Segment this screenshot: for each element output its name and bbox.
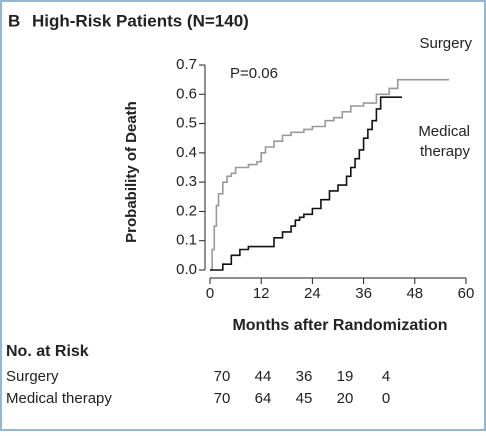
risk-row-label: Medical therapy	[6, 390, 112, 407]
x-axis-title: Months after Randomization	[232, 317, 447, 334]
risk-value: 0	[382, 390, 390, 407]
y-tick-label: 0.1	[176, 232, 197, 249]
y-axis-title: Probability of Death	[123, 101, 140, 243]
x-tick-label: 60	[458, 285, 475, 302]
x-tick-label: 36	[355, 285, 372, 302]
risk-value: 20	[337, 390, 354, 407]
survival-curve	[210, 96, 402, 271]
y-tick-label: 0.5	[176, 115, 197, 132]
risk-value: 64	[255, 390, 272, 407]
risk-value: 70	[214, 368, 231, 385]
y-tick-label: 0.2	[176, 202, 197, 219]
risk-value: 44	[255, 368, 272, 385]
x-tick-label: 12	[253, 285, 270, 302]
risk-value: 19	[337, 368, 354, 385]
p-value: P=0.06	[230, 65, 278, 82]
risk-title: No. at Risk	[6, 343, 89, 360]
chart-title: High-Risk Patients (N=140)	[32, 11, 249, 30]
risk-value: 70	[214, 390, 231, 407]
series-label-box: Medical therapy	[418, 123, 470, 160]
x-tick-label: 0	[206, 285, 214, 302]
series-label: Surgery	[419, 35, 472, 52]
risk-value: 36	[296, 368, 313, 385]
risk-row-label: Surgery	[6, 368, 59, 385]
y-tick-label: 0.4	[176, 144, 197, 161]
y-tick-label: 0.6	[176, 85, 197, 102]
risk-value: 4	[382, 368, 390, 385]
y-tick-label: 0.3	[176, 173, 197, 190]
x-tick-label: 48	[406, 285, 423, 302]
survival-curve	[210, 78, 449, 271]
risk-value: 45	[296, 390, 313, 407]
panel-label: B	[8, 11, 20, 30]
series-label: Medical therapy	[418, 123, 470, 160]
y-tick-label: 0.7	[176, 56, 197, 73]
x-tick-label: 24	[304, 285, 321, 302]
y-tick-label: 0.0	[176, 261, 197, 278]
